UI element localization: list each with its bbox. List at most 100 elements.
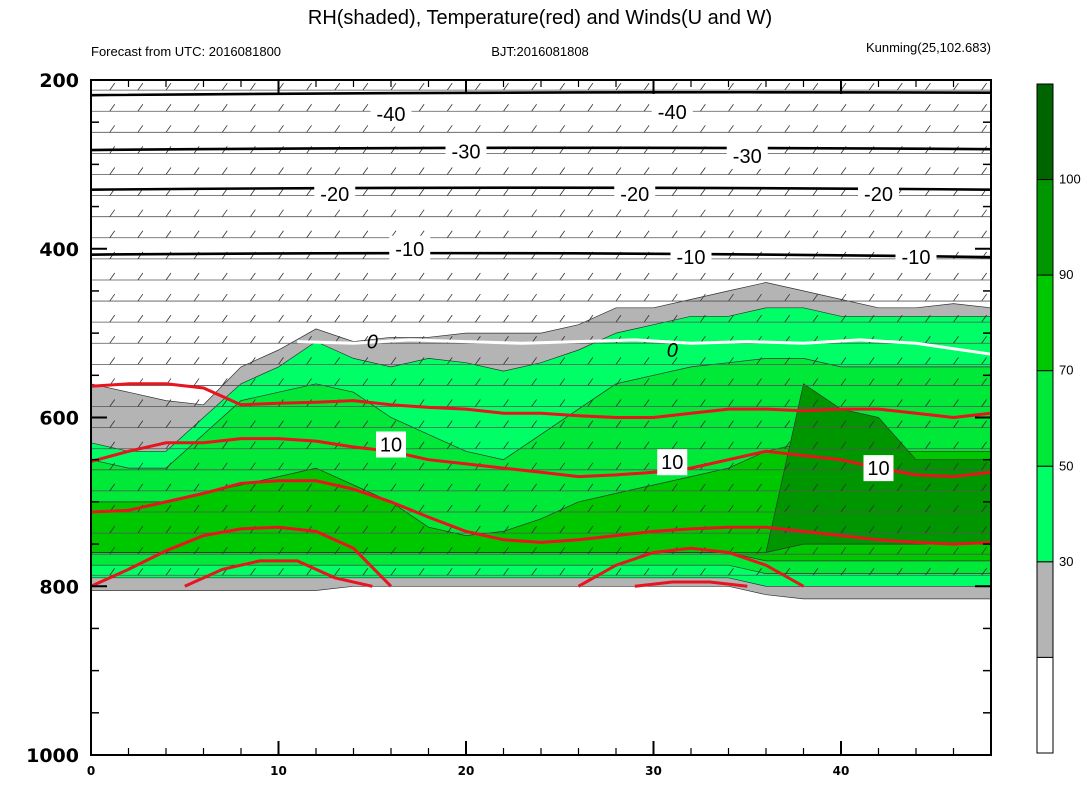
wind-barb xyxy=(671,420,678,428)
wind-barb xyxy=(193,272,200,281)
wind-barb xyxy=(193,483,200,492)
wind-barb xyxy=(925,125,931,133)
wind-barb xyxy=(362,504,369,513)
wind-barb xyxy=(700,483,706,492)
wind-barb xyxy=(250,546,256,555)
wind-barb xyxy=(559,504,566,513)
wind-barb xyxy=(334,546,341,555)
wind-barb xyxy=(531,293,537,302)
wind-barb xyxy=(812,293,819,302)
wind-barb xyxy=(250,336,256,344)
zero-isotherm-line xyxy=(297,338,992,356)
wind-barb xyxy=(840,378,847,386)
wind-barb xyxy=(306,188,312,196)
wind-barb xyxy=(868,441,875,449)
wind-barb xyxy=(812,568,819,576)
wind-barb xyxy=(981,378,987,386)
wind-barb xyxy=(643,378,650,386)
wind-barb xyxy=(840,441,847,449)
x-axis: 0 10 20 30 40 xyxy=(87,80,955,778)
wind-barb xyxy=(587,314,594,323)
wind-barb xyxy=(503,504,509,513)
wind-barb xyxy=(728,504,734,513)
wind-barb xyxy=(671,568,678,576)
wind-barb xyxy=(221,504,228,513)
wind-barb xyxy=(756,82,762,91)
wind-barb xyxy=(531,357,537,365)
wind-barb xyxy=(756,568,762,576)
wind-barb xyxy=(700,420,706,428)
wind-barb xyxy=(418,125,425,133)
wind-barb xyxy=(643,209,650,217)
wind-barb xyxy=(362,209,369,217)
wind-barb xyxy=(165,462,172,471)
wind-barb xyxy=(896,378,903,386)
wind-barb xyxy=(671,230,678,239)
wind-barb xyxy=(615,546,622,555)
wind-barb xyxy=(418,209,425,217)
wind-barb xyxy=(446,399,453,407)
wind-barb xyxy=(109,568,116,576)
wind-barb xyxy=(306,167,312,175)
wind-barb xyxy=(643,546,650,555)
wind-barb xyxy=(728,293,734,302)
wind-barb xyxy=(700,568,706,576)
wind-barb xyxy=(784,230,791,239)
wind-barb xyxy=(503,357,509,365)
wind-barb xyxy=(278,441,284,449)
wind-barb xyxy=(925,483,931,492)
temperature-contour-0 xyxy=(90,437,992,479)
wind-barb xyxy=(643,82,650,91)
colorbar-segment-0 xyxy=(1036,83,1054,181)
wind-barb xyxy=(587,167,594,175)
wind-barb xyxy=(700,230,706,239)
wind-barb xyxy=(868,399,875,407)
wind-barb xyxy=(981,525,987,534)
wind-barb xyxy=(868,525,875,534)
wind-barb xyxy=(306,462,312,471)
wind-barb xyxy=(306,441,312,449)
wind-barb xyxy=(812,188,819,196)
wind-barb xyxy=(109,314,116,323)
y-tick-label-0: 200 xyxy=(39,70,79,92)
wind-barb xyxy=(840,420,847,428)
wind-barb xyxy=(418,293,425,302)
wind-barb xyxy=(981,230,987,239)
wind-barb xyxy=(109,357,116,365)
wind-barb xyxy=(840,314,847,323)
wind-barb xyxy=(671,125,678,133)
wind-barb xyxy=(756,293,762,302)
wind-barb xyxy=(362,314,369,323)
wind-barb xyxy=(700,272,706,281)
wind-barb xyxy=(193,357,200,365)
wind-barb xyxy=(587,441,594,449)
wind-barb xyxy=(193,230,200,239)
wind-barb xyxy=(221,230,228,239)
wind-barb xyxy=(925,399,931,407)
wind-barb xyxy=(221,103,228,112)
colorbar-segment-5 xyxy=(1036,561,1054,658)
wind-barb xyxy=(840,272,847,281)
wind-barb xyxy=(278,167,284,175)
temperature-contour-3 xyxy=(90,525,393,588)
temperature-label-1-bg xyxy=(657,449,688,476)
wind-barb xyxy=(503,272,509,281)
wind-barb xyxy=(756,483,762,492)
wind-barb xyxy=(475,441,481,449)
wind-barb xyxy=(587,82,594,91)
wind-barb xyxy=(137,209,144,217)
temperature-label-0-bg xyxy=(376,431,406,458)
wind-barb xyxy=(953,336,959,344)
wind-barb xyxy=(953,82,959,91)
wind-barb xyxy=(587,546,594,555)
wind-barb xyxy=(334,209,341,217)
wind-barb xyxy=(531,399,537,407)
wind-barb xyxy=(334,272,341,281)
wind-barb xyxy=(953,462,959,471)
wind-barb xyxy=(953,504,959,513)
wind-barb xyxy=(531,125,537,133)
x-tick-label-4: 40 xyxy=(833,764,850,778)
wind-barb xyxy=(531,378,537,386)
wind-barb xyxy=(306,103,312,112)
wind-barb xyxy=(221,420,228,428)
